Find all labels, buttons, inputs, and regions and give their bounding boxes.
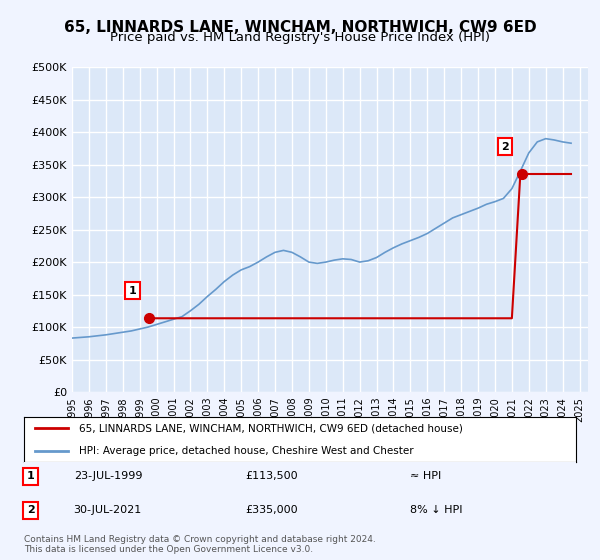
Text: 1: 1 bbox=[27, 471, 35, 481]
Text: Contains HM Land Registry data © Crown copyright and database right 2024.
This d: Contains HM Land Registry data © Crown c… bbox=[24, 535, 376, 554]
Text: £335,000: £335,000 bbox=[245, 505, 298, 515]
Text: ≈ HPI: ≈ HPI bbox=[410, 471, 442, 481]
Text: 65, LINNARDS LANE, WINCHAM, NORTHWICH, CW9 6ED (detached house): 65, LINNARDS LANE, WINCHAM, NORTHWICH, C… bbox=[79, 423, 463, 433]
Text: Price paid vs. HM Land Registry's House Price Index (HPI): Price paid vs. HM Land Registry's House … bbox=[110, 31, 490, 44]
Text: 1: 1 bbox=[128, 286, 136, 296]
Text: 30-JUL-2021: 30-JUL-2021 bbox=[74, 505, 142, 515]
Text: 23-JUL-1999: 23-JUL-1999 bbox=[74, 471, 142, 481]
Text: HPI: Average price, detached house, Cheshire West and Chester: HPI: Average price, detached house, Ches… bbox=[79, 446, 414, 456]
Text: £113,500: £113,500 bbox=[245, 471, 298, 481]
Text: 65, LINNARDS LANE, WINCHAM, NORTHWICH, CW9 6ED: 65, LINNARDS LANE, WINCHAM, NORTHWICH, C… bbox=[64, 20, 536, 35]
Text: 2: 2 bbox=[27, 505, 35, 515]
Text: 8% ↓ HPI: 8% ↓ HPI bbox=[410, 505, 463, 515]
Text: 2: 2 bbox=[502, 142, 509, 152]
